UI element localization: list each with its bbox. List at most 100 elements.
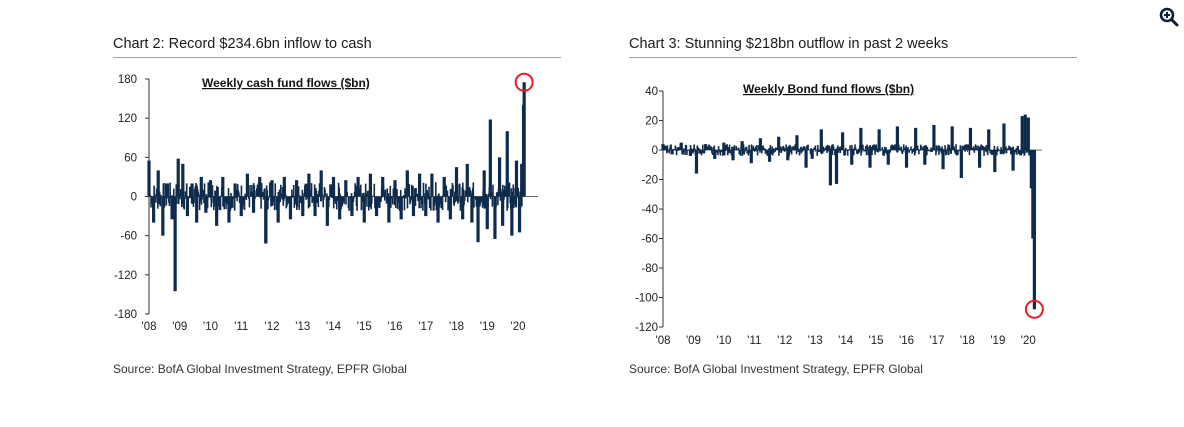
weekly-bar-noise — [279, 184, 282, 197]
weekly-bar-noise — [959, 145, 962, 150]
chart-3-source: Source: BofA Global Investment Strategy,… — [629, 362, 923, 376]
weekly-bar-noise — [953, 146, 956, 150]
data-bar — [749, 150, 753, 164]
weekly-bar-noise — [824, 147, 826, 150]
weekly-bar-noise — [768, 148, 770, 150]
weekly-bar-noise — [298, 196, 301, 211]
weekly-bar-noise — [521, 196, 523, 207]
data-bar — [381, 176, 385, 197]
weekly-bar-noise — [686, 150, 688, 155]
weekly-bar-noise — [171, 195, 173, 197]
y-tick-label: 180 — [118, 74, 137, 86]
weekly-bar-noise — [748, 150, 751, 153]
weekly-bar-noise — [831, 150, 834, 155]
weekly-bar-noise — [891, 146, 894, 150]
weekly-bar-noise — [188, 196, 190, 199]
weekly-bar-noise — [902, 144, 905, 150]
weekly-bar-noise — [781, 150, 784, 151]
chart-2-title-rule — [113, 57, 561, 58]
weekly-bar-noise — [795, 150, 798, 155]
weekly-bar-noise — [341, 196, 344, 207]
data-bar — [914, 127, 918, 150]
x-tick-label: '12 — [777, 335, 792, 347]
weekly-bar-noise — [771, 150, 774, 156]
x-tick-label: '09 — [172, 321, 187, 333]
weekly-bar-noise — [899, 150, 902, 151]
weekly-bar-noise — [986, 150, 989, 156]
weekly-bar-noise — [729, 150, 731, 153]
weekly-bar-noise — [756, 145, 758, 150]
weekly-bar-noise — [459, 196, 462, 211]
weekly-bar-noise — [800, 150, 803, 154]
weekly-bar-noise — [971, 147, 974, 150]
weekly-bar-noise — [381, 196, 384, 198]
weekly-bar-noise — [185, 183, 188, 197]
weekly-bar-noise — [269, 191, 272, 197]
weekly-bar-noise — [240, 185, 243, 197]
weekly-bar-noise — [902, 150, 904, 152]
weekly-bar-noise — [338, 187, 341, 197]
weekly-bar-noise — [756, 150, 759, 156]
weekly-bar-noise — [817, 144, 819, 150]
data-bar — [185, 196, 190, 217]
weekly-bar-noise — [399, 190, 402, 197]
zoom-in-icon[interactable] — [1158, 6, 1180, 28]
weekly-bar-noise — [735, 145, 738, 150]
weekly-bar-noise — [868, 146, 870, 150]
weekly-bar-noise — [326, 193, 328, 197]
y-tick-label: -40 — [641, 204, 658, 216]
weekly-bar-noise — [947, 150, 950, 156]
weekly-bar-noise — [681, 150, 683, 155]
data-bar — [501, 196, 505, 226]
weekly-bar-noise — [864, 150, 867, 152]
data-bar — [461, 196, 465, 220]
weekly-bar-noise — [912, 149, 914, 150]
weekly-bar-noise — [201, 196, 203, 200]
weekly-bar-noise — [415, 187, 417, 197]
weekly-bar-noise — [510, 188, 513, 197]
weekly-bar-noise — [764, 148, 766, 150]
data-bar — [923, 150, 927, 165]
weekly-bar-noise — [323, 196, 325, 200]
weekly-bar-noise — [978, 146, 981, 150]
weekly-bar-noise — [322, 196, 325, 208]
weekly-bar-noise — [153, 193, 156, 197]
weekly-bar-noise — [287, 196, 290, 200]
data-bar — [190, 183, 194, 197]
weekly-bar-noise — [253, 185, 256, 197]
weekly-bar-noise — [463, 196, 466, 201]
weekly-bar-noise — [814, 145, 817, 150]
weekly-bar-noise — [230, 196, 233, 209]
weekly-bar-noise — [944, 145, 946, 150]
weekly-bar-noise — [789, 144, 791, 150]
weekly-bar-noise — [944, 150, 947, 156]
weekly-bar-noise — [727, 147, 730, 150]
weekly-bar-noise — [396, 196, 399, 209]
weekly-bar-noise — [739, 150, 742, 156]
weekly-bar-noise — [754, 146, 757, 150]
data-bar — [470, 196, 474, 223]
weekly-bar-noise — [731, 146, 733, 150]
weekly-bar-noise — [391, 196, 394, 205]
weekly-bar-noise — [343, 196, 345, 204]
weekly-bar-noise — [818, 150, 821, 152]
data-bar — [968, 127, 973, 150]
data-bar — [258, 176, 262, 197]
data-bar — [722, 142, 726, 150]
weekly-bar-noise — [666, 145, 669, 150]
weekly-bar-noise — [916, 145, 919, 150]
y-tick-label: 0 — [652, 145, 658, 157]
weekly-bar-noise — [454, 196, 457, 203]
weekly-bar-noise — [694, 148, 696, 150]
data-bar — [288, 196, 293, 220]
weekly-bar-noise — [515, 196, 518, 208]
weekly-bar-noise — [901, 150, 904, 155]
weekly-bar-noise — [361, 196, 363, 202]
weekly-bar-noise — [958, 150, 961, 151]
weekly-bar-noise — [914, 150, 917, 154]
weekly-bar-noise — [277, 191, 280, 197]
weekly-bar-noise — [414, 188, 416, 197]
data-bar — [485, 196, 489, 230]
weekly-bar-noise — [256, 184, 259, 197]
weekly-bar-noise — [360, 196, 363, 211]
